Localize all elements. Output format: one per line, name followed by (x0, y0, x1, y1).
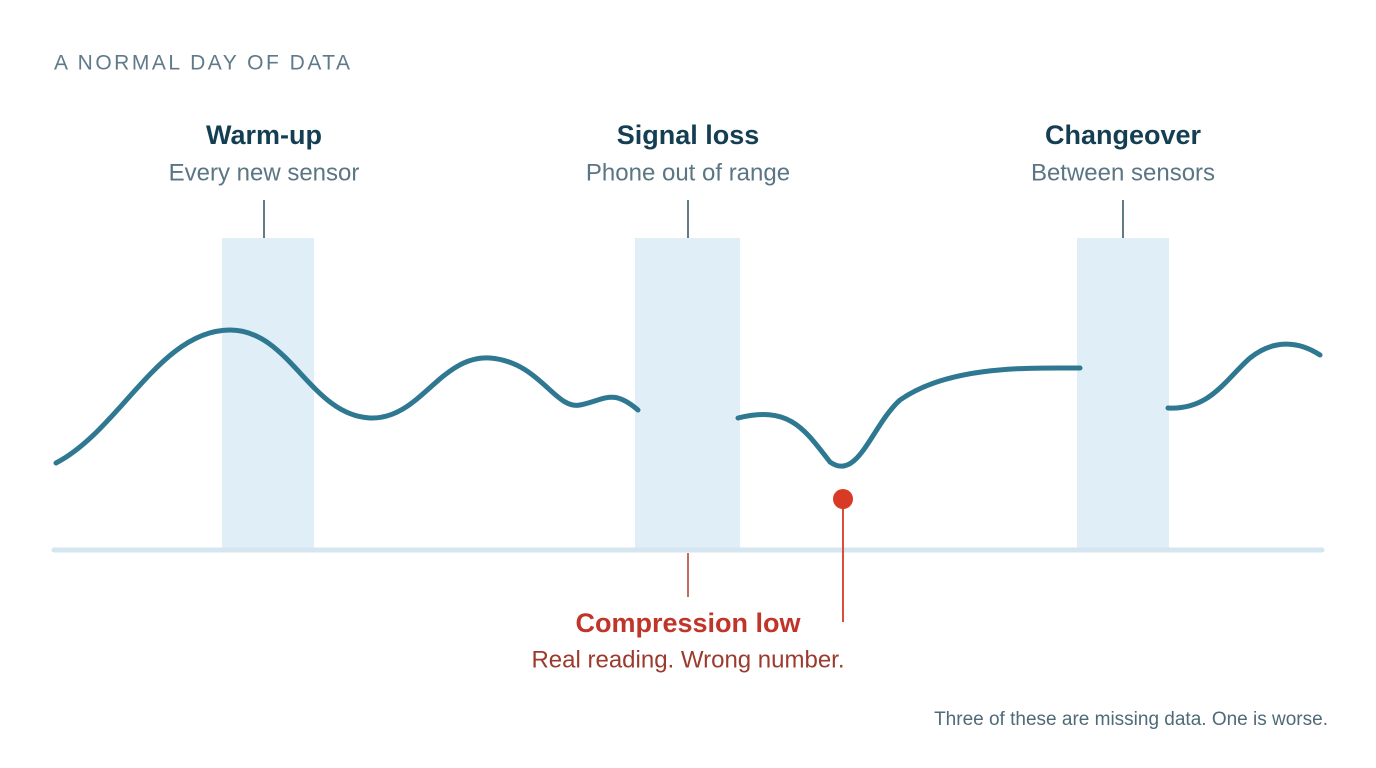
annotation-label: Signal loss (617, 120, 760, 150)
annotation-label: Compression low (575, 608, 801, 638)
annotation-sublabel: Every new sensor (169, 159, 360, 186)
gap-band (222, 238, 314, 549)
glucose-curve (1165, 341, 1323, 411)
annotation-sublabel: Phone out of range (586, 159, 790, 186)
glucose-curve (53, 327, 641, 466)
gap-band (635, 238, 740, 549)
footnote: Three of these are missing data. One is … (934, 709, 1328, 730)
annotation-sublabel: Real reading. Wrong number. (531, 646, 844, 673)
annotation-label: Warm-up (206, 120, 322, 150)
annotation-sublabel: Between sensors (1031, 159, 1215, 186)
false-reading-dot (833, 489, 853, 509)
glucose-curve (735, 365, 1083, 469)
gap-band (1077, 238, 1169, 549)
annotation-label: Changeover (1045, 120, 1202, 150)
title: A NORMAL DAY OF DATA (54, 52, 353, 75)
